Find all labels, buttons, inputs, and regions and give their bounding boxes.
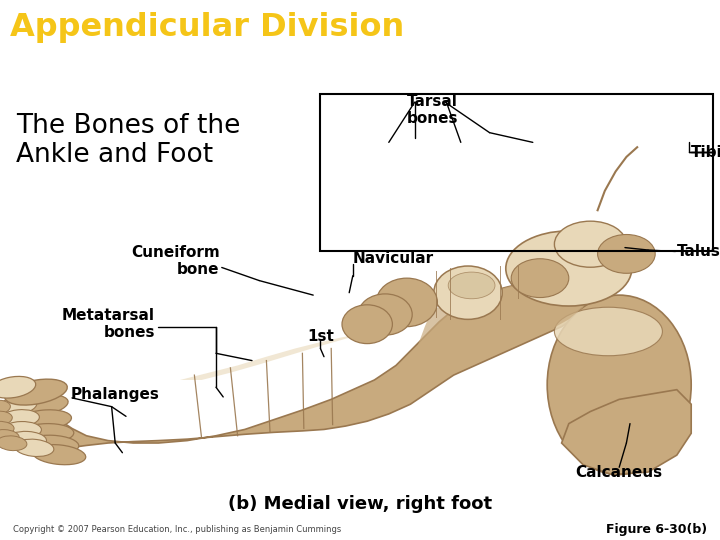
Bar [320, 94, 713, 252]
Ellipse shape [0, 421, 14, 436]
Ellipse shape [0, 411, 12, 426]
Text: Figure 6-30(b): Figure 6-30(b) [606, 523, 707, 536]
Ellipse shape [0, 376, 36, 398]
Ellipse shape [506, 231, 632, 306]
Text: Tarsal
bones: Tarsal bones [406, 94, 458, 126]
Text: Tibia: Tibia [691, 145, 720, 159]
Text: Calcaneus: Calcaneus [575, 464, 663, 480]
Polygon shape [180, 332, 374, 380]
Text: Talus: Talus [677, 244, 720, 259]
Ellipse shape [32, 444, 86, 465]
Ellipse shape [359, 294, 413, 335]
Ellipse shape [25, 435, 78, 455]
Ellipse shape [433, 266, 503, 319]
Polygon shape [562, 390, 691, 475]
Ellipse shape [598, 234, 655, 273]
Ellipse shape [0, 410, 40, 427]
Ellipse shape [20, 423, 73, 443]
Text: Cuneiform
bone: Cuneiform bone [131, 245, 220, 278]
Ellipse shape [511, 259, 569, 298]
Ellipse shape [554, 221, 626, 267]
Polygon shape [36, 278, 598, 448]
Text: Phalanges: Phalanges [71, 387, 159, 402]
Ellipse shape [0, 397, 37, 415]
Text: Ankle and Foot: Ankle and Foot [16, 143, 213, 168]
Ellipse shape [7, 431, 47, 448]
Text: Navicular: Navicular [353, 251, 434, 266]
Ellipse shape [448, 272, 495, 299]
Ellipse shape [0, 430, 19, 444]
Ellipse shape [554, 307, 662, 356]
Ellipse shape [5, 379, 67, 405]
Ellipse shape [342, 305, 392, 343]
Text: (b) Medial view, right foot: (b) Medial view, right foot [228, 495, 492, 512]
Ellipse shape [15, 395, 68, 416]
Ellipse shape [0, 400, 10, 415]
Ellipse shape [14, 439, 54, 456]
Text: Appendicular Division: Appendicular Division [10, 12, 405, 43]
Ellipse shape [18, 410, 71, 430]
Ellipse shape [376, 278, 438, 327]
Text: 1st: 1st [307, 329, 334, 344]
Ellipse shape [2, 422, 42, 438]
Polygon shape [418, 278, 590, 366]
Text: Metatarsal
bones: Metatarsal bones [62, 308, 155, 340]
Ellipse shape [0, 436, 27, 450]
Text: The Bones of the: The Bones of the [16, 113, 240, 139]
Text: Copyright © 2007 Pearson Education, Inc., publishing as Benjamin Cummings: Copyright © 2007 Pearson Education, Inc.… [13, 525, 341, 534]
Ellipse shape [547, 295, 691, 475]
